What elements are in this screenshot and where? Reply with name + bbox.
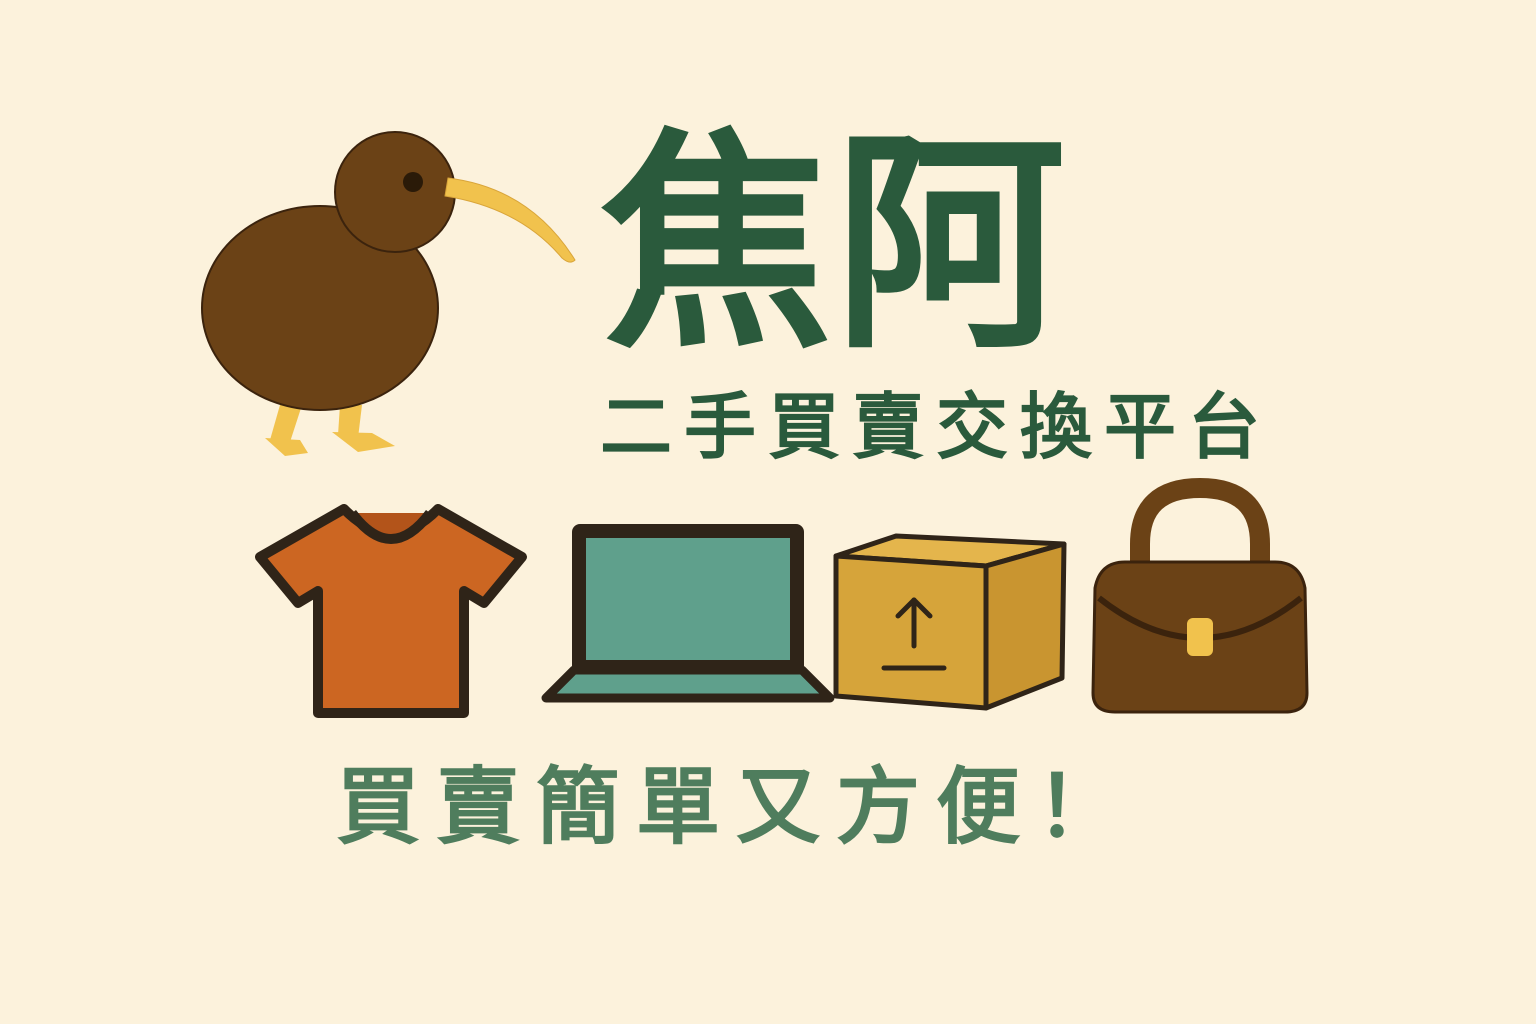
handbag-icon: [1091, 478, 1309, 714]
brand-tagline: 二手買賣交換平台: [600, 385, 1273, 469]
laptop-icon: [541, 524, 835, 703]
brand-title: 焦阿: [600, 110, 1069, 380]
shipping-box-icon: [833, 533, 1067, 711]
kiwi-bird-icon: [201, 131, 576, 456]
slogan-text: 買賣簡單又方便！: [336, 758, 1137, 856]
tshirt-icon: [255, 504, 527, 718]
